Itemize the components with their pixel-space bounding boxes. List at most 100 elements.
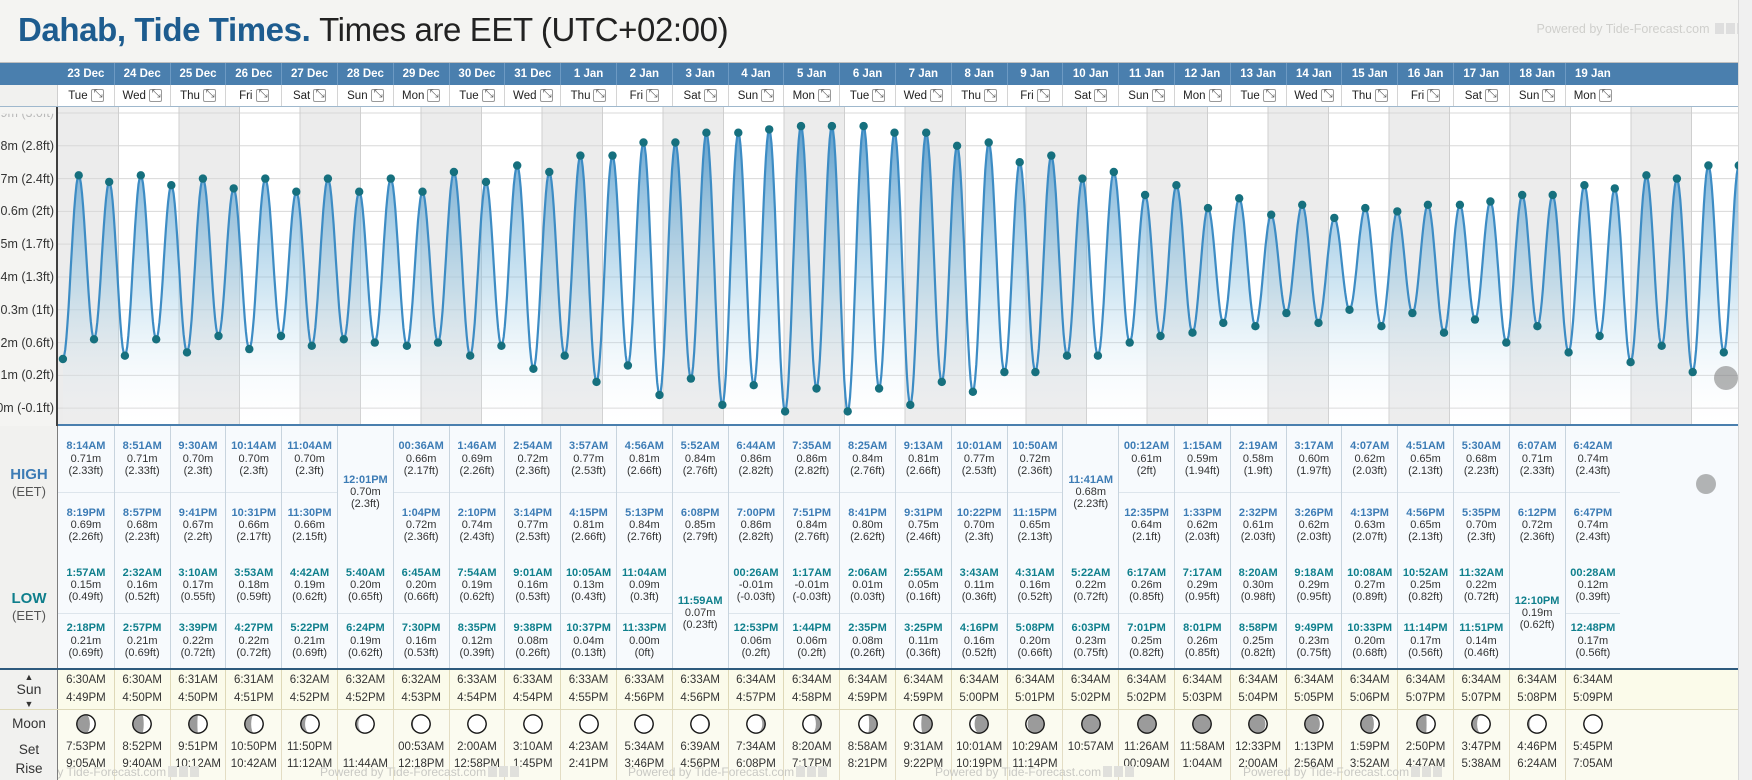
expand-day-icon[interactable] xyxy=(1374,89,1388,102)
expand-day-icon[interactable] xyxy=(370,89,384,102)
date-header-cell[interactable]: 23 Dec xyxy=(67,68,105,80)
high-tide-point[interactable] xyxy=(796,121,806,131)
weekday-header-cell[interactable]: Tue xyxy=(839,85,895,106)
expand-day-icon[interactable] xyxy=(930,89,944,102)
date-header-cell[interactable]: 4 Jan xyxy=(727,63,784,85)
high-tide-point[interactable] xyxy=(1109,167,1119,177)
high-tide-point[interactable] xyxy=(1610,184,1620,193)
high-tide-point[interactable] xyxy=(1330,213,1339,223)
expand-day-icon[interactable] xyxy=(1208,89,1222,102)
weekday-header-cell[interactable]: Sat xyxy=(1452,85,1509,106)
weekday-header-cell[interactable]: Sun xyxy=(727,85,784,106)
low-tide-point[interactable] xyxy=(1125,338,1134,347)
low-tide-point[interactable] xyxy=(718,400,727,410)
expand-day-icon[interactable] xyxy=(148,89,162,102)
high-tide-point[interactable] xyxy=(765,125,774,134)
low-tide-point[interactable] xyxy=(370,338,379,347)
high-tide-point[interactable] xyxy=(1548,190,1557,200)
low-tide-point[interactable] xyxy=(968,387,978,396)
weekday-header-cell[interactable]: Wed xyxy=(113,85,170,106)
low-tide-point[interactable] xyxy=(433,338,443,347)
low-tide-point[interactable] xyxy=(1657,341,1666,350)
expand-day-icon[interactable] xyxy=(1542,89,1556,102)
low-tide-point[interactable] xyxy=(529,364,538,373)
high-tide-point[interactable] xyxy=(136,171,145,180)
date-header-cell[interactable]: 10 Jan xyxy=(1062,63,1118,85)
high-tide-point[interactable] xyxy=(1518,190,1527,200)
date-header-cell[interactable]: 6 Jan xyxy=(839,63,895,85)
date-header-cell[interactable]: 1 Jan xyxy=(560,63,616,85)
date-header-cell[interactable]: 26 Dec xyxy=(225,63,281,85)
expand-day-icon[interactable] xyxy=(703,89,717,102)
expand-day-icon[interactable] xyxy=(202,89,216,102)
low-tide-point[interactable] xyxy=(339,335,348,344)
low-tide-point[interactable] xyxy=(812,384,821,393)
weekday-header-cell[interactable]: Wed xyxy=(894,85,951,106)
date-header-cell[interactable]: 3 Jan xyxy=(671,63,728,85)
low-tide-point[interactable] xyxy=(402,341,412,350)
low-tide-point[interactable] xyxy=(843,407,852,416)
high-tide-point[interactable] xyxy=(1235,194,1244,203)
weekday-header-cell[interactable]: Thu xyxy=(950,85,1007,106)
high-tide-point[interactable] xyxy=(481,177,491,187)
low-tide-point[interactable] xyxy=(623,361,633,370)
date-header-cell[interactable]: 5 Jan xyxy=(783,63,839,85)
high-tide-point[interactable] xyxy=(1455,200,1465,209)
low-tide-point[interactable] xyxy=(89,335,99,344)
date-header-cell[interactable]: 24 Dec xyxy=(113,63,170,85)
low-tide-point[interactable] xyxy=(1282,308,1291,318)
high-tide-point[interactable] xyxy=(984,138,993,147)
low-tide-point[interactable] xyxy=(780,407,790,416)
date-header-cell[interactable]: 31 Dec xyxy=(504,63,560,85)
date-header-cell[interactable]: 29 Dec xyxy=(392,63,449,85)
expand-day-icon[interactable] xyxy=(1427,89,1441,102)
weekday-header-cell[interactable]: Fri xyxy=(1006,85,1063,106)
weekday-header-cell[interactable]: Thu xyxy=(169,85,226,106)
vertical-scrollbar[interactable] xyxy=(1738,0,1752,780)
low-tide-point[interactable] xyxy=(307,341,316,350)
weekday-header-cell[interactable]: Mon xyxy=(1564,85,1621,106)
high-tide-point[interactable] xyxy=(1486,197,1495,206)
low-tide-point[interactable] xyxy=(1470,315,1480,324)
high-tide-point[interactable] xyxy=(1047,151,1056,160)
high-tide-point[interactable] xyxy=(261,174,270,183)
date-header-cell[interactable]: 15 Jan xyxy=(1341,63,1397,85)
high-tide-point[interactable] xyxy=(1140,190,1150,200)
low-tide-point[interactable] xyxy=(58,354,68,364)
low-tide-point[interactable] xyxy=(276,331,286,341)
weekday-header-cell[interactable]: Sun xyxy=(336,85,393,106)
low-tide-point[interactable] xyxy=(1062,351,1072,360)
date-header-cell[interactable]: 18 Jan xyxy=(1508,63,1565,85)
low-tide-point[interactable] xyxy=(245,344,254,354)
weekday-header-cell[interactable]: Sat xyxy=(1062,85,1118,106)
low-tide-point[interactable] xyxy=(560,351,569,360)
date-header-cell[interactable]: 30 Dec xyxy=(448,63,505,85)
high-tide-point[interactable] xyxy=(671,138,680,147)
low-tide-point[interactable] xyxy=(874,384,884,393)
high-tide-point[interactable] xyxy=(74,171,83,180)
date-header-cell[interactable]: 19 Jan xyxy=(1564,63,1621,85)
low-tide-point[interactable] xyxy=(1626,358,1635,367)
date-header-cell[interactable]: 14 Jan xyxy=(1285,63,1342,85)
high-tide-point[interactable] xyxy=(545,167,554,177)
expand-day-icon[interactable] xyxy=(646,89,660,102)
weekday-header-cell[interactable]: Tue xyxy=(1229,85,1286,106)
weekday-header-cell[interactable]: Sun xyxy=(1508,85,1565,106)
high-tide-point[interactable] xyxy=(1423,200,1433,209)
low-tide-point[interactable] xyxy=(182,348,192,357)
date-header-cell[interactable]: 11 Jan xyxy=(1118,63,1174,85)
low-tide-point[interactable] xyxy=(1188,328,1197,337)
expand-day-icon[interactable] xyxy=(1599,89,1613,102)
high-tide-point[interactable] xyxy=(167,181,176,190)
high-tide-point[interactable] xyxy=(386,174,395,183)
low-tide-point[interactable] xyxy=(1093,351,1103,360)
weekday-header-cell[interactable]: Sat xyxy=(671,85,728,106)
high-tide-point[interactable] xyxy=(1580,181,1589,190)
low-tide-point[interactable] xyxy=(655,390,664,400)
high-tide-point[interactable] xyxy=(355,187,364,196)
expand-day-icon[interactable] xyxy=(90,89,104,102)
high-tide-point[interactable] xyxy=(702,128,711,137)
low-tide-point[interactable] xyxy=(497,341,506,350)
high-tide-point[interactable] xyxy=(1298,200,1307,209)
high-tide-point[interactable] xyxy=(1672,174,1682,183)
